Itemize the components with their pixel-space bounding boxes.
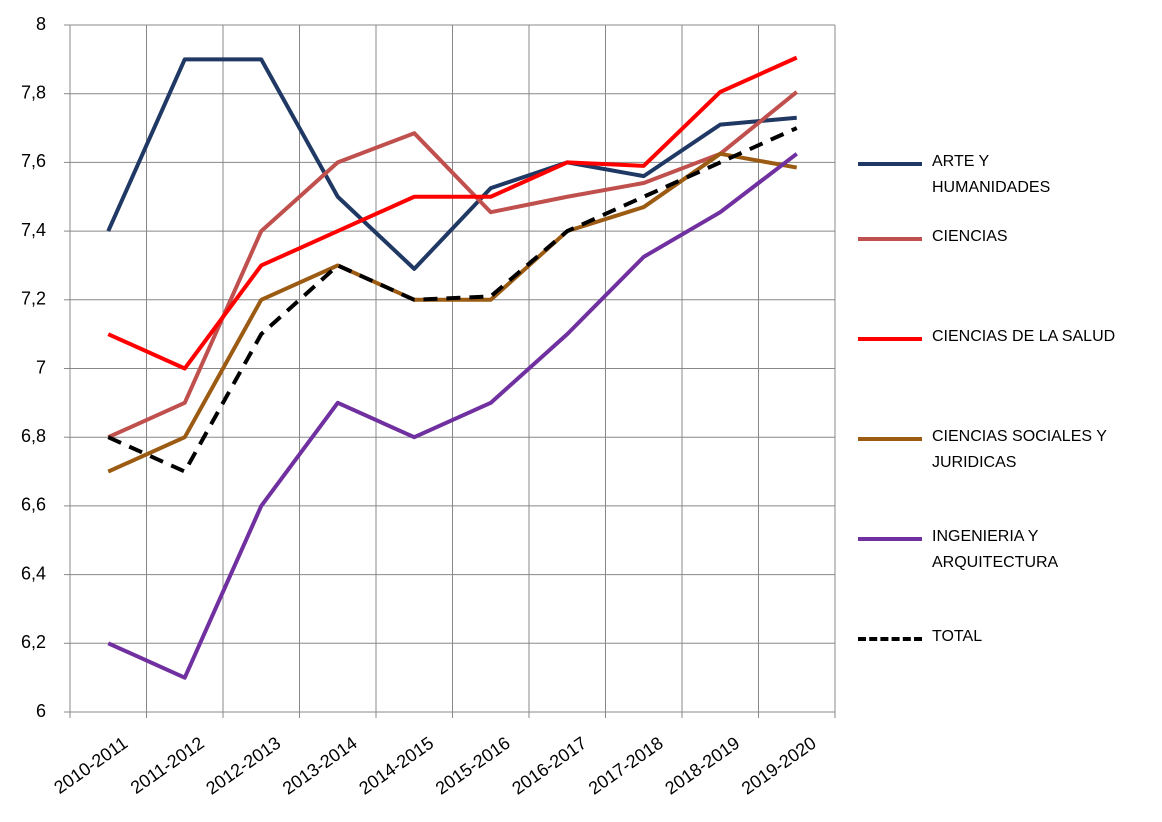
series-line — [107, 152, 798, 680]
y-tick-label: 7,6 — [21, 151, 46, 171]
x-tick-label: 2017-2018 — [585, 733, 667, 799]
x-tick-label: 2013-2014 — [279, 733, 361, 799]
x-tick-label: 2014-2015 — [355, 733, 437, 799]
y-tick-label: 6,6 — [21, 495, 46, 515]
x-tick-label: 2015-2016 — [432, 733, 514, 799]
series-line — [106, 57, 797, 271]
y-tick-label: 6,8 — [21, 426, 46, 446]
y-tick-label: 7,4 — [21, 220, 46, 240]
x-tick-label: 2016-2017 — [508, 733, 590, 799]
legend-item: INGENIERIA Y ARQUITECTURA — [858, 527, 1102, 576]
series-line — [107, 55, 798, 371]
legend-swatch — [858, 337, 922, 341]
series-line — [107, 126, 798, 474]
legend-item: ARTE Y HUMANIDADES — [858, 152, 1072, 201]
x-tick-label: 2019-2020 — [738, 733, 820, 799]
legend-item: CIENCIAS DE LA SALUD — [858, 327, 1161, 350]
x-tick-label: 2018-2019 — [661, 733, 743, 799]
y-tick-label: 7,8 — [21, 82, 46, 102]
legend-swatch — [858, 537, 922, 541]
legend-label: INGENIERIA Y ARQUITECTURA — [932, 528, 1059, 571]
x-tick-label: 2012-2013 — [202, 733, 284, 799]
y-tick-label: 7,2 — [21, 289, 46, 309]
legend-swatch — [858, 237, 922, 241]
y-tick-label: 7 — [36, 357, 46, 377]
legend-item: TOTAL — [858, 627, 1132, 650]
y-tick-label: 6 — [36, 701, 46, 721]
legend-swatch — [858, 637, 922, 641]
x-tick-label: 2011-2012 — [127, 733, 208, 798]
y-tick-label: 8 — [36, 14, 46, 34]
legend-item: CIENCIAS SOCIALES Y JURIDICAS — [858, 427, 1132, 476]
legend-label: TOTAL — [932, 628, 983, 645]
x-tick-label: 2010-2011 — [50, 733, 131, 798]
y-tick-label: 6,2 — [21, 632, 46, 652]
legend-label: CIENCIAS DE LA SALUD — [932, 328, 1116, 345]
legend-label: CIENCIAS — [932, 228, 1008, 245]
legend-swatch — [858, 162, 922, 166]
legend-item: CIENCIAS — [858, 227, 1132, 250]
legend-swatch — [858, 437, 922, 441]
legend-label: CIENCIAS SOCIALES Y JURIDICAS — [932, 428, 1107, 471]
y-tick-label: 6,4 — [21, 563, 46, 583]
legend-label: ARTE Y HUMANIDADES — [932, 153, 1051, 196]
